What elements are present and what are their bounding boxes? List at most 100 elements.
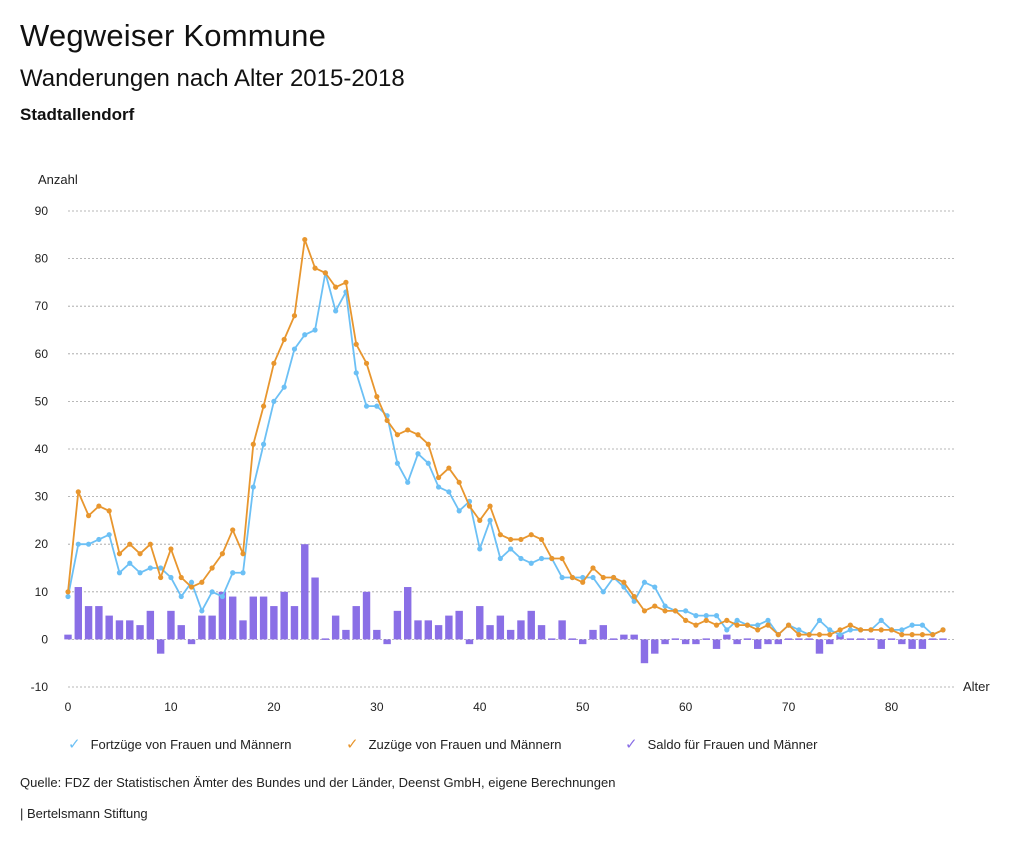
zuzuege-point <box>384 417 390 424</box>
zuzuege-point <box>827 632 833 638</box>
saldo-bar <box>733 639 741 645</box>
fortzuege-point <box>919 622 926 628</box>
zuzuege-point <box>435 474 442 481</box>
zuzuege-point <box>796 632 802 638</box>
fortzuege-point <box>178 593 184 600</box>
saldo-bar <box>352 606 360 640</box>
saldo-bar <box>146 610 155 640</box>
zuzuege-point <box>374 394 380 400</box>
fortzuege-point <box>312 327 318 333</box>
saldo-bar <box>486 625 494 640</box>
fortzuege-point <box>425 460 431 466</box>
zuzuege-point <box>456 479 462 485</box>
zuzuege-point <box>508 536 514 543</box>
saldo-bar <box>939 638 947 640</box>
legend-item-zuzuege[interactable]: ✓ Zuzüge von Frauen und Männern <box>346 735 562 753</box>
y-tick-label: 0 <box>41 632 48 646</box>
fortzuege-point <box>188 579 195 585</box>
fortzuege-point <box>497 555 503 562</box>
zuzuege-point <box>75 489 81 495</box>
fortzuege-point <box>590 574 596 581</box>
fortzuege-point <box>116 570 123 576</box>
saldo-bar <box>290 606 299 640</box>
zuzuege-point <box>703 617 709 623</box>
saldo-bar <box>856 638 865 640</box>
saldo-bar <box>764 639 772 645</box>
y-tick-label: 20 <box>35 537 49 551</box>
zuzuege-point <box>559 555 565 562</box>
zuzuege-point <box>724 617 730 623</box>
fortzuege-point <box>456 508 462 514</box>
fortzuege-point <box>394 460 401 466</box>
fortzuege-point <box>765 617 771 623</box>
credit-note: | Bertelsmann Stiftung <box>20 806 148 821</box>
saldo-bar <box>259 596 268 640</box>
saldo-bar <box>115 620 124 640</box>
zuzuege-point <box>85 513 92 519</box>
fortzuege-point <box>85 541 92 547</box>
fortzuege-point <box>158 565 164 571</box>
zuzuege-point <box>538 536 545 543</box>
zuzuege-point <box>363 360 370 366</box>
legend-item-saldo[interactable]: ✓ Saldo für Frauen und Männer <box>625 735 817 753</box>
fortzuege-point <box>374 403 380 409</box>
legend: ✓ Fortzüge von Frauen und Männern ✓ Zuzü… <box>0 735 1024 755</box>
saldo-bar <box>177 625 185 640</box>
fortzuege-point <box>621 584 627 590</box>
zuzuege-point <box>806 632 812 638</box>
zuzuege-point <box>549 555 555 562</box>
saldo-bar <box>537 625 546 640</box>
fortzuege-point <box>878 617 884 623</box>
saldo-bar <box>908 639 916 649</box>
zuzuege-point <box>909 632 915 638</box>
fortzuege-check-icon: ✓ <box>68 736 81 753</box>
zuzuege-point <box>744 622 751 628</box>
fortzuege-point <box>693 613 699 619</box>
zuzuege-point <box>878 627 884 633</box>
saldo-bar <box>929 638 937 640</box>
fortzuege-point <box>302 332 308 338</box>
fortzuege-point <box>291 346 298 352</box>
zuzuege-point <box>219 551 226 557</box>
fortzuege-point <box>724 627 730 633</box>
saldo-bar <box>105 615 113 640</box>
zuzuege-point <box>837 627 843 633</box>
fortzuege-point <box>75 541 81 547</box>
y-tick-label: 10 <box>35 585 49 599</box>
zuzuege-point <box>209 565 215 571</box>
zuzuege-point <box>343 279 349 285</box>
chart-subtitle: Wanderungen nach Alter 2015-2018 <box>20 65 405 92</box>
fortzuege-point <box>240 570 246 576</box>
fortzuege-point <box>641 579 648 585</box>
saldo-bar <box>517 620 525 640</box>
saldo-bar <box>640 639 649 664</box>
x-tick-label: 50 <box>576 700 590 714</box>
x-tick-label: 0 <box>65 700 72 714</box>
zuzuege-series <box>65 236 946 638</box>
saldo-bar <box>826 639 834 645</box>
legend-item-fortzuege[interactable]: ✓ Fortzüge von Frauen und Männern <box>68 735 291 753</box>
fortzuege-point <box>518 555 524 562</box>
zuzuege-point <box>672 608 678 614</box>
x-tick-label: 40 <box>473 700 487 714</box>
fortzuege-point <box>333 308 339 314</box>
saldo-check-icon: ✓ <box>625 736 638 753</box>
saldo-bar <box>620 634 628 640</box>
fortzuege-point <box>137 570 143 576</box>
saldo-bar <box>784 638 793 640</box>
zuzuege-point <box>106 508 112 514</box>
zuzuege-point <box>847 622 853 628</box>
zuzuege-point <box>353 341 359 347</box>
zuzuege-point <box>858 627 864 633</box>
zuzuege-point <box>446 465 452 471</box>
fortzuege-point <box>816 617 823 623</box>
saldo-bar <box>373 629 381 640</box>
saldo-bar <box>64 634 72 640</box>
zuzuege-point <box>168 546 174 552</box>
fortzuege-point <box>168 574 174 581</box>
y-tick-label: 30 <box>35 490 49 504</box>
zuzuege-point <box>137 551 143 557</box>
saldo-bar <box>434 625 443 640</box>
zuzuege-point <box>425 441 431 447</box>
zuzuege-point <box>631 593 637 600</box>
